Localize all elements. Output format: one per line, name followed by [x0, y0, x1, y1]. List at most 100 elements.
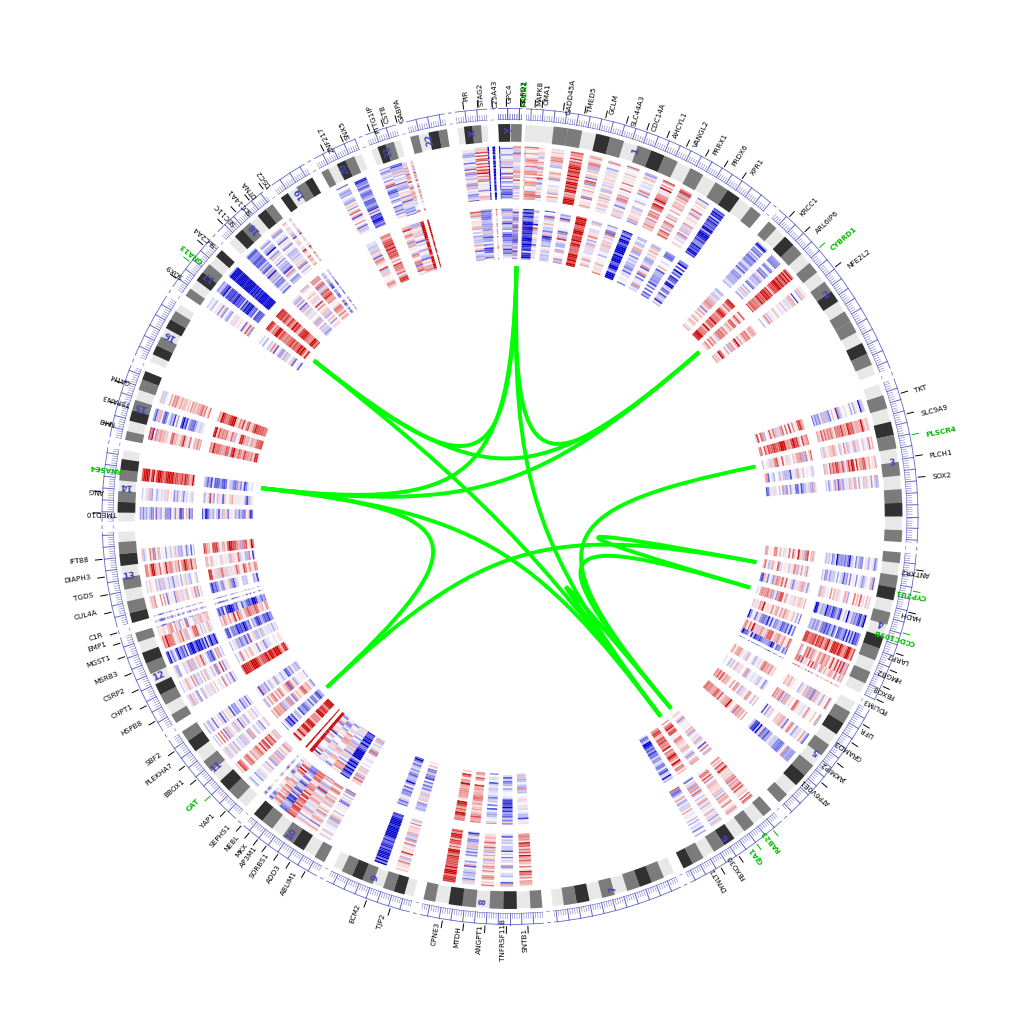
Wedge shape [659, 742, 668, 749]
Wedge shape [226, 578, 230, 589]
Wedge shape [299, 686, 306, 695]
Wedge shape [699, 744, 708, 752]
Wedge shape [512, 228, 522, 230]
Wedge shape [345, 745, 355, 752]
Wedge shape [199, 440, 203, 450]
Wedge shape [644, 220, 655, 226]
Wedge shape [273, 708, 281, 717]
Wedge shape [557, 230, 568, 234]
Wedge shape [611, 257, 621, 262]
Wedge shape [148, 564, 151, 576]
Wedge shape [570, 157, 582, 161]
Wedge shape [184, 436, 189, 447]
Wedge shape [173, 609, 177, 622]
Wedge shape [845, 460, 848, 472]
Wedge shape [780, 486, 782, 495]
Wedge shape [252, 539, 255, 549]
Wedge shape [253, 425, 258, 434]
Wedge shape [289, 292, 299, 302]
Wedge shape [855, 614, 860, 626]
Wedge shape [598, 196, 609, 201]
Wedge shape [239, 665, 247, 676]
Wedge shape [513, 214, 523, 216]
Wedge shape [185, 678, 193, 689]
Wedge shape [468, 834, 479, 837]
Wedge shape [209, 718, 218, 729]
Wedge shape [307, 741, 316, 749]
Wedge shape [442, 877, 455, 881]
Wedge shape [294, 730, 303, 740]
Wedge shape [754, 612, 759, 621]
Wedge shape [607, 161, 621, 166]
Wedge shape [337, 308, 345, 315]
Wedge shape [254, 483, 257, 492]
Wedge shape [528, 220, 538, 222]
Wedge shape [830, 554, 834, 565]
Wedge shape [260, 627, 266, 636]
Wedge shape [240, 650, 247, 660]
Wedge shape [183, 399, 189, 411]
Wedge shape [338, 290, 346, 299]
Wedge shape [478, 183, 489, 186]
Wedge shape [768, 560, 771, 569]
Wedge shape [684, 812, 695, 819]
Wedge shape [530, 183, 541, 186]
Wedge shape [385, 831, 397, 836]
Wedge shape [303, 683, 310, 691]
Wedge shape [355, 179, 367, 185]
Wedge shape [225, 746, 235, 756]
Wedge shape [168, 546, 170, 559]
Wedge shape [763, 588, 767, 597]
Wedge shape [333, 304, 341, 311]
Wedge shape [707, 815, 719, 823]
Wedge shape [448, 843, 461, 847]
Wedge shape [259, 261, 269, 272]
Wedge shape [271, 754, 281, 763]
Wedge shape [569, 161, 582, 164]
Wedge shape [211, 569, 215, 580]
Wedge shape [348, 725, 358, 731]
Wedge shape [689, 211, 700, 219]
Wedge shape [340, 753, 350, 760]
Wedge shape [416, 805, 426, 810]
Wedge shape [418, 248, 428, 253]
Wedge shape [710, 666, 717, 675]
Wedge shape [715, 692, 723, 700]
Wedge shape [761, 474, 764, 483]
Wedge shape [767, 617, 773, 627]
Wedge shape [229, 553, 232, 563]
Wedge shape [191, 658, 197, 669]
Wedge shape [258, 239, 269, 248]
Wedge shape [193, 691, 201, 703]
Wedge shape [293, 797, 304, 807]
Wedge shape [190, 401, 195, 413]
Wedge shape [358, 745, 367, 751]
Wedge shape [500, 868, 513, 870]
Wedge shape [789, 725, 797, 735]
Wedge shape [867, 558, 871, 570]
Wedge shape [229, 314, 237, 324]
Wedge shape [374, 257, 384, 263]
Wedge shape [770, 738, 780, 748]
Wedge shape [524, 186, 535, 188]
Wedge shape [200, 492, 202, 503]
Wedge shape [872, 421, 893, 439]
Wedge shape [445, 862, 458, 866]
Wedge shape [558, 221, 570, 225]
Wedge shape [810, 482, 813, 493]
Wedge shape [229, 671, 235, 682]
Wedge shape [780, 547, 783, 557]
Wedge shape [360, 190, 372, 196]
Wedge shape [158, 594, 162, 606]
Wedge shape [485, 258, 494, 261]
Text: 6: 6 [719, 832, 731, 842]
Wedge shape [268, 342, 275, 351]
Wedge shape [764, 732, 773, 743]
Wedge shape [429, 764, 438, 769]
Wedge shape [801, 685, 808, 696]
Wedge shape [191, 402, 196, 413]
Wedge shape [466, 183, 478, 186]
Wedge shape [332, 734, 340, 743]
Wedge shape [273, 255, 283, 264]
Wedge shape [759, 680, 766, 689]
